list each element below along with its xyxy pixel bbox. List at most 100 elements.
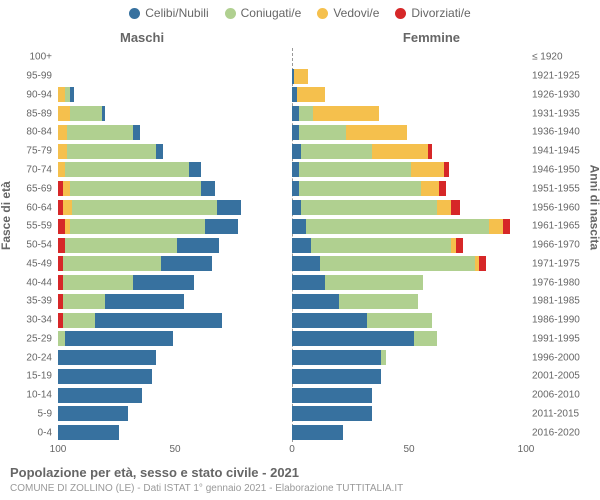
age-label: 50-54 [26,240,58,251]
age-row: 55-591961-1965 [58,217,526,236]
legend-item: Coniugati/e [225,6,302,20]
bar-segment-vedovi [58,106,70,121]
age-label: 10-14 [26,390,58,401]
birth-year-label: 1961-1965 [526,221,580,232]
bar-segment-divorziati [439,181,446,196]
bar-segment-celibi [292,350,381,365]
bar-segment-divorziati [451,200,460,215]
female-bar [292,181,526,196]
legend-swatch [225,8,236,19]
bar-segment-coniugati [311,238,451,253]
bar-segment-celibi [58,425,119,440]
female-bar [292,350,526,365]
bar-segment-coniugati [381,350,386,365]
age-row: 35-391981-1985 [58,292,526,311]
gender-label-female: Femmine [403,30,460,45]
male-bar [58,144,292,159]
bar-segment-vedovi [297,87,325,102]
bar-segment-vedovi [58,125,67,140]
bar-segment-celibi [201,181,215,196]
legend-item: Vedovi/e [317,6,379,20]
birth-year-label: 1946-1950 [526,164,580,175]
female-bar [292,313,526,328]
bar-segment-celibi [292,388,372,403]
bar-segment-celibi [292,425,343,440]
male-bar [58,87,292,102]
female-bar [292,125,526,140]
female-bar [292,106,526,121]
gender-label-male: Maschi [120,30,164,45]
male-bar [58,275,292,290]
age-label: 55-59 [26,221,58,232]
age-row: 25-291991-1995 [58,329,526,348]
bar-segment-celibi [58,369,152,384]
male-bar [58,106,292,121]
bar-segment-celibi [58,406,128,421]
plot-area: 100+≤ 192095-991921-192590-941926-193085… [58,48,526,442]
bar-segment-vedovi [294,69,308,84]
x-tick: 100 [50,444,67,455]
bar-segment-celibi [292,256,320,271]
bar-segment-coniugati [70,219,206,234]
birth-year-label: 2011-2015 [526,408,579,419]
female-bar [292,294,526,309]
birth-year-label: 1971-1975 [526,258,580,269]
age-label: 75-79 [26,146,58,157]
bar-segment-divorziati [428,144,433,159]
age-row: 95-991921-1925 [58,67,526,86]
legend-label: Divorziati/e [411,6,470,20]
age-label: 20-24 [26,352,58,363]
female-bar [292,219,526,234]
y-axis-title-right: Anni di nascita [587,165,600,250]
bar-segment-celibi [217,200,240,215]
age-row: 45-491971-1975 [58,254,526,273]
bar-segment-coniugati [301,144,371,159]
bar-segment-celibi [161,256,212,271]
bar-segment-coniugati [65,162,189,177]
bar-segment-celibi [292,275,325,290]
bar-segment-celibi [105,294,185,309]
bar-segment-vedovi [411,162,444,177]
bar-segment-coniugati [58,331,65,346]
bar-segment-celibi [156,144,163,159]
female-bar [292,406,526,421]
age-row: 20-241996-2000 [58,348,526,367]
female-bar [292,144,526,159]
legend-item: Divorziati/e [395,6,470,20]
bar-segment-coniugati [63,313,96,328]
age-row: 80-841936-1940 [58,123,526,142]
bar-segment-divorziati [58,219,65,234]
birth-year-label: 2006-2010 [526,390,580,401]
bar-segment-coniugati [414,331,437,346]
birth-year-label: 1921-1925 [526,71,580,82]
age-row: 40-441976-1980 [58,273,526,292]
bar-segment-celibi [292,181,299,196]
birth-year-label: 1951-1955 [526,183,580,194]
bar-segment-coniugati [306,219,489,234]
chart-title: Popolazione per età, sesso e stato civil… [10,465,299,480]
legend-swatch [395,8,406,19]
bar-segment-vedovi [372,144,428,159]
bar-segment-celibi [95,313,221,328]
legend-swatch [129,8,140,19]
legend: Celibi/NubiliConiugati/eVedovi/eDivorzia… [0,6,600,20]
x-tick: 0 [289,444,295,455]
bar-segment-coniugati [367,313,433,328]
male-bar [58,181,292,196]
age-label: 25-29 [26,333,58,344]
age-row: 65-691951-1955 [58,179,526,198]
age-label: 15-19 [26,371,58,382]
x-tick: 50 [403,444,414,455]
bar-segment-divorziati [58,238,65,253]
bar-segment-vedovi [437,200,451,215]
bar-segment-vedovi [489,219,503,234]
male-bar [58,162,292,177]
bar-segment-vedovi [58,162,65,177]
bar-segment-vedovi [58,87,65,102]
male-bar [58,369,292,384]
birth-year-label: 1941-1945 [526,146,580,157]
legend-label: Coniugati/e [241,6,302,20]
bar-segment-coniugati [63,256,161,271]
age-label: 35-39 [26,296,58,307]
female-bar [292,331,526,346]
